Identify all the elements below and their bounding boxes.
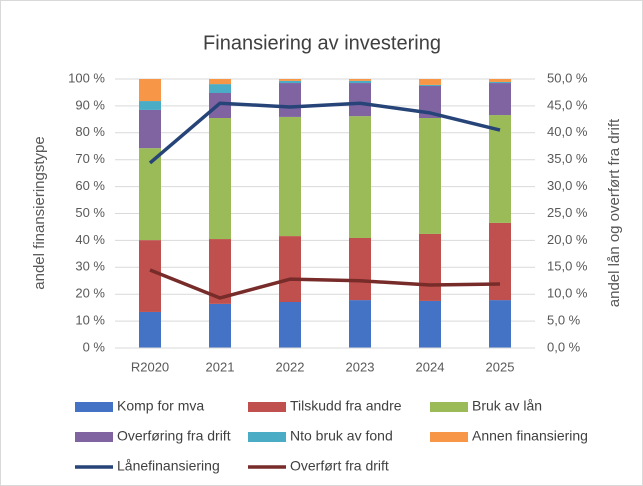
x-tick-label: R2020 <box>131 359 169 374</box>
bar-segment <box>139 79 161 102</box>
bar-segment <box>209 303 231 348</box>
y-axis-label: andel finansieringstype <box>31 136 48 289</box>
legend-label: Tilskudd fra andre <box>290 398 402 414</box>
bar-segment <box>349 237 371 301</box>
line-series <box>149 268 501 300</box>
bar-segment <box>209 239 231 304</box>
y-tick-label: 30 % <box>75 259 105 274</box>
bar-segment <box>209 118 231 240</box>
legend-swatch <box>75 432 113 442</box>
bar-segment <box>489 83 511 116</box>
legend-swatch <box>430 402 468 412</box>
legend-label: Overført fra drift <box>290 458 389 474</box>
bar-segment <box>279 80 301 84</box>
y2-tick-label: 10,0 % <box>547 286 588 301</box>
y-tick-label: 60 % <box>75 178 105 193</box>
y2-tick-label: 45,0 % <box>547 97 588 112</box>
bar-segment <box>279 236 301 303</box>
line-series <box>148 101 501 165</box>
bar-segment <box>349 79 371 81</box>
bar-segment <box>419 300 441 348</box>
bar-segment <box>279 116 301 237</box>
legend-label: Annen finansiering <box>472 428 588 444</box>
legend-label: Overføring fra drift <box>117 428 231 444</box>
bar-segment <box>279 79 301 81</box>
legend-label: Lånefinansiering <box>117 458 220 474</box>
y2-tick-label: 0,0 % <box>547 339 581 354</box>
legend-swatch <box>248 402 286 412</box>
y-tick-label: 0 % <box>83 339 106 354</box>
y2-tick-label: 30,0 % <box>547 178 588 193</box>
y2-tick-label: 35,0 % <box>547 151 588 166</box>
x-tick-label: 2021 <box>206 359 235 374</box>
y2-tick-label: 5,0 % <box>547 313 581 328</box>
bar-segment <box>139 101 161 110</box>
bar-segment <box>349 83 371 117</box>
bar-segment <box>419 84 441 86</box>
chart-title: Finansiering av investering <box>203 32 441 54</box>
legend-label: Bruk av lån <box>472 398 542 414</box>
bar-segment <box>139 148 161 241</box>
bar-segment <box>419 85 441 119</box>
y2-tick-label: 40,0 % <box>547 124 588 139</box>
y-tick-label: 50 % <box>75 205 105 220</box>
bar-segment <box>489 222 511 301</box>
x-tick-label: 2022 <box>276 359 305 374</box>
legend-swatch <box>248 432 286 442</box>
y-tick-label: 70 % <box>75 151 105 166</box>
bar-segment <box>349 116 371 238</box>
y2-tick-label: 25,0 % <box>547 205 588 220</box>
x-tick-label: 2024 <box>416 359 445 374</box>
bar-segment <box>489 115 511 223</box>
y-tick-label: 40 % <box>75 232 105 247</box>
y-tick-label: 90 % <box>75 97 105 112</box>
bar-segment <box>489 81 511 84</box>
y-tick-label: 100 % <box>68 70 105 85</box>
y2-tick-label: 20,0 % <box>547 232 588 247</box>
bar-segment <box>419 79 441 85</box>
y-tick-label: 20 % <box>75 286 105 301</box>
y2-tick-label: 15,0 % <box>547 259 588 274</box>
bar-segment <box>349 300 371 348</box>
legend-swatch <box>430 432 468 442</box>
x-tick-label: 2023 <box>346 359 375 374</box>
bar-segment <box>349 80 371 84</box>
y-tick-label: 10 % <box>75 313 105 328</box>
bar-segment <box>279 302 301 348</box>
bar-segment <box>209 84 231 93</box>
legend-label: Komp for mva <box>117 398 204 414</box>
legend-label: Nto bruk av fond <box>290 428 393 444</box>
x-tick-label: 2025 <box>486 359 515 374</box>
bar-segment <box>209 79 231 85</box>
y2-tick-label: 50,0 % <box>547 70 588 85</box>
bar-segment <box>139 109 161 149</box>
bar-segment <box>139 240 161 312</box>
bar-segment <box>419 118 441 234</box>
bar-segment <box>279 83 301 117</box>
y2-axis-label: andel lån og overført fra drift <box>606 118 623 307</box>
bar-segment <box>489 300 511 348</box>
bar-segment <box>489 79 511 82</box>
bar-segment <box>419 233 441 301</box>
bar-segment <box>139 311 161 348</box>
y-tick-label: 80 % <box>75 124 105 139</box>
legend-swatch <box>75 402 113 412</box>
